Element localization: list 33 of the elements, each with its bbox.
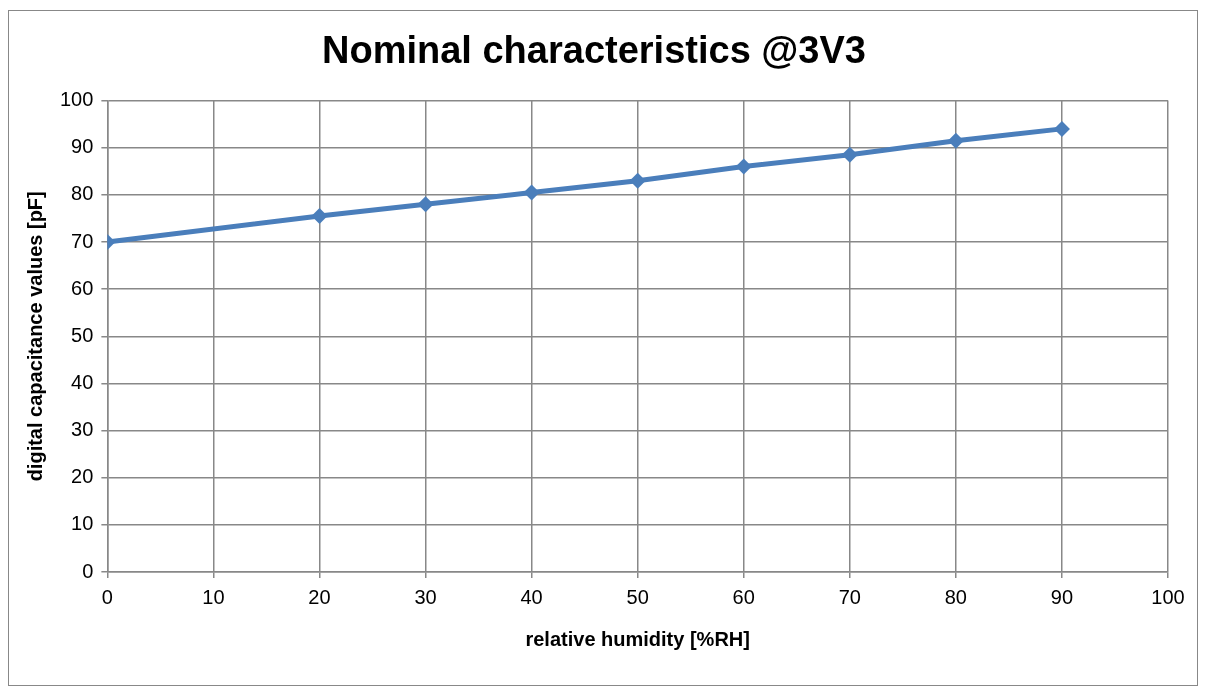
x-tick-label: 100 — [1151, 585, 1185, 608]
x-tick-label: 20 — [308, 585, 331, 608]
x-tick-label: 40 — [520, 585, 543, 608]
x-tick-label: 30 — [414, 585, 437, 608]
x-tick-label: 70 — [838, 585, 861, 608]
x-tick-label: 10 — [202, 585, 225, 608]
y-tick-label: 0 — [82, 559, 94, 582]
point — [841, 146, 858, 163]
x-tick-label: 0 — [101, 585, 113, 608]
x-tick-label: 80 — [944, 585, 967, 608]
y-tick-label: 50 — [71, 323, 94, 346]
point — [523, 184, 540, 201]
y-tick-label: 30 — [71, 418, 94, 441]
y-tick-label: 90 — [71, 135, 94, 158]
point — [1053, 120, 1070, 137]
y-tick-label: 10 — [71, 512, 94, 535]
point — [417, 196, 434, 213]
point — [947, 132, 964, 149]
y-axis-title: digital capacitance values [pF] — [23, 191, 46, 482]
y-tick-label: 100 — [59, 88, 94, 111]
x-axis-title: relative humidity [%RH] — [525, 627, 750, 650]
y-tick-label: 20 — [71, 465, 94, 488]
y-tick-label: 80 — [71, 182, 94, 205]
chart-title: Nominal characteristics @3V3 — [322, 29, 866, 72]
x-tick-label: 50 — [626, 585, 649, 608]
y-tick-label: 40 — [71, 370, 94, 393]
x-tick-label: 60 — [732, 585, 755, 608]
point — [311, 208, 328, 225]
y-tick-label: 60 — [71, 276, 94, 299]
x-tick-label: 90 — [1050, 585, 1074, 608]
y-tick-label: 70 — [71, 229, 94, 252]
point — [735, 158, 752, 175]
point — [629, 172, 646, 189]
